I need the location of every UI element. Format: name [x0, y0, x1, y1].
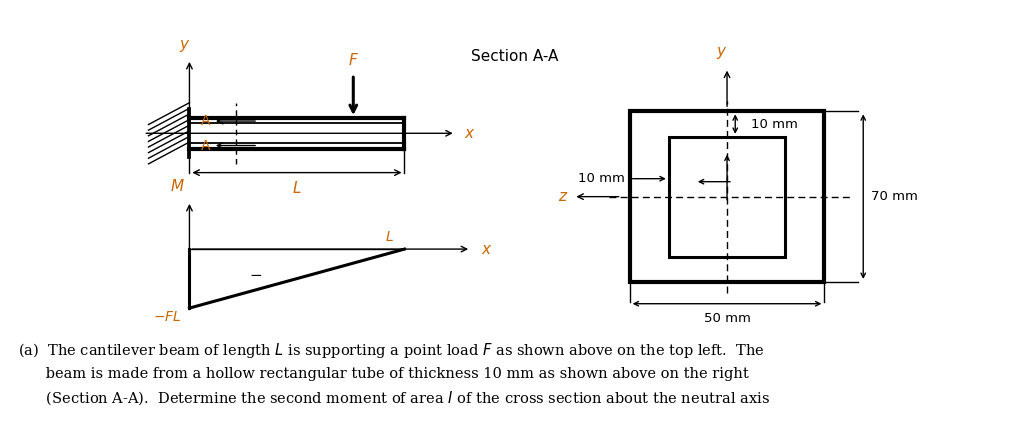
Text: 10 mm: 10 mm [751, 118, 798, 131]
Text: $F$: $F$ [348, 52, 358, 68]
Text: 10 mm: 10 mm [578, 172, 625, 185]
Text: $y$: $y$ [716, 45, 728, 61]
Text: $x$: $x$ [481, 242, 493, 257]
Bar [630, 111, 824, 282]
Text: $L$: $L$ [385, 230, 394, 244]
Text: 50 mm: 50 mm [703, 312, 751, 325]
Text: $z$: $z$ [558, 189, 568, 204]
Bar [669, 137, 785, 257]
Text: A: A [201, 114, 210, 128]
Text: 70 mm: 70 mm [871, 190, 919, 203]
Text: $-$: $-$ [250, 266, 262, 281]
Text: $M$: $M$ [170, 178, 184, 194]
Text: $L$: $L$ [292, 180, 302, 197]
Text: Section A-A: Section A-A [471, 49, 558, 64]
Text: $-FL$: $-FL$ [153, 310, 181, 324]
Text: $x$: $x$ [464, 126, 475, 141]
Text: $y$: $y$ [178, 38, 190, 54]
Text: A: A [201, 139, 210, 153]
Text: (a)  The cantilever beam of length $L$ is supporting a point load $F$ as shown a: (a) The cantilever beam of length $L$ is… [18, 341, 770, 407]
